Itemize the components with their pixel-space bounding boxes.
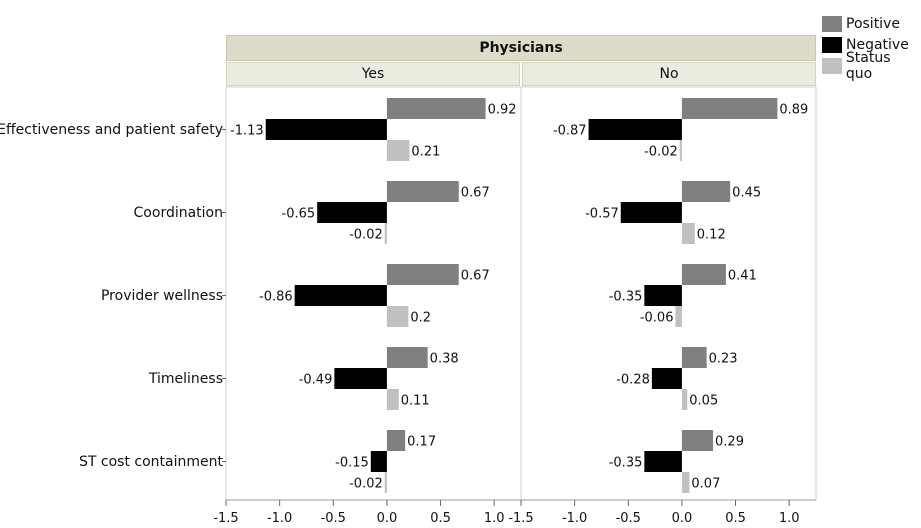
panel-header-no: No [522,62,816,86]
legend-label-negative: Negative [846,36,909,53]
bar-no-2-0 [679,140,682,161]
x-tick-label-yes: 0.0 [377,511,398,526]
bar-no-0-3 [681,347,707,368]
data-label-no-0-4: 0.29 [715,435,744,450]
data-label-no-0-3: 0.23 [709,352,738,367]
bar-yes-2-0 [386,140,410,161]
data-label-no-1-1: -0.57 [585,207,619,222]
data-label-no-2-1: 0.12 [697,228,726,243]
data-label-no-0-2: 0.41 [728,269,757,284]
bar-yes-1-4 [370,451,387,472]
data-label-yes-0-0: 0.92 [488,103,517,118]
data-label-yes-2-0: 0.21 [411,145,440,160]
legend-swatch-positive [822,15,842,32]
bar-yes-0-1 [386,181,459,202]
data-label-yes-1-0: -1.13 [230,124,264,139]
legend: Positive Negative Status quo [822,13,921,82]
bar-no-2-1 [681,223,695,244]
x-tick-label-no: -0.5 [616,511,641,526]
bar-no-0-0 [681,98,778,119]
category-label: ST cost containment [79,453,223,470]
bar-yes-2-2 [386,306,409,327]
bar-yes-1-0 [265,119,387,140]
bar-no-1-2 [644,285,682,306]
bar-yes-2-4 [384,472,387,493]
data-label-no-0-1: 0.45 [732,186,761,201]
x-tick-label-yes: 0.5 [430,511,451,526]
x-tick-label-no: 0.5 [725,511,746,526]
bar-yes-2-1 [384,223,387,244]
bar-yes-0-2 [386,264,459,285]
panel-header-yes: Yes [226,62,520,86]
x-tick-label-yes: -0.5 [321,511,346,526]
data-label-no-1-2: -0.35 [609,290,643,305]
data-label-yes-2-1: -0.02 [349,228,383,243]
panel-group-title: Physicians [226,35,816,61]
data-label-no-1-0: -0.87 [553,124,587,139]
legend-item-positive: Positive [822,13,921,34]
bar-no-2-2 [675,306,682,327]
category-label: Timeliness [148,370,223,387]
data-label-yes-1-4: -0.15 [335,456,369,471]
legend-swatch-negative [822,36,842,53]
data-label-yes-1-1: -0.65 [282,207,316,222]
bar-no-1-3 [651,368,682,389]
data-label-no-2-4: 0.07 [691,477,720,492]
legend-label-positive: Positive [846,15,900,32]
data-label-yes-0-3: 0.38 [430,352,459,367]
data-label-yes-2-3: 0.11 [401,394,430,409]
legend-item-status-quo: Status quo [822,50,921,82]
bar-no-1-4 [644,451,682,472]
data-label-no-2-2: -0.06 [640,311,674,326]
bar-yes-1-3 [334,368,387,389]
bar-no-1-0 [588,119,682,140]
data-label-no-2-0: -0.02 [644,145,678,160]
legend-swatch-status-quo [822,57,842,74]
bar-yes-0-3 [386,347,428,368]
x-tick-label-yes: -1.0 [267,511,292,526]
data-label-no-1-4: -0.35 [609,456,643,471]
legend-item-negative: Negative [822,34,921,55]
data-label-yes-0-4: 0.17 [407,435,436,450]
bar-yes-2-3 [386,389,399,410]
x-tick-label-no: 0.0 [672,511,693,526]
data-label-no-2-3: 0.05 [689,394,718,409]
category-label: Coordination [133,204,223,221]
bar-yes-1-1 [317,202,387,223]
x-tick-label-no: -1.5 [508,511,533,526]
data-label-no-1-3: -0.28 [616,373,650,388]
data-label-yes-0-2: 0.67 [461,269,490,284]
bar-no-2-4 [681,472,690,493]
bar-no-0-2 [681,264,726,285]
x-tick-label-no: -1.0 [562,511,587,526]
data-label-yes-2-4: -0.02 [349,477,383,492]
bar-yes-0-0 [386,98,486,119]
category-label: Effectiveness and patient safety [0,121,223,138]
bar-yes-1-2 [294,285,387,306]
bar-yes-0-4 [386,430,406,451]
x-tick-label-yes: 1.0 [484,511,505,526]
bar-no-0-4 [681,430,714,451]
bar-no-0-1 [681,181,731,202]
category-label: Provider wellness [100,287,223,304]
data-label-yes-1-3: -0.49 [299,373,333,388]
data-label-yes-0-1: 0.67 [461,186,490,201]
x-tick-label-yes: -1.5 [213,511,238,526]
bar-no-1-1 [620,202,682,223]
bar-no-2-3 [681,389,688,410]
data-label-yes-2-2: 0.2 [410,311,431,326]
data-label-yes-1-2: -0.86 [259,290,293,305]
legend-label-status-quo: Status quo [845,49,891,82]
x-tick-label-no: 1.0 [779,511,800,526]
data-label-no-0-0: 0.89 [779,103,808,118]
